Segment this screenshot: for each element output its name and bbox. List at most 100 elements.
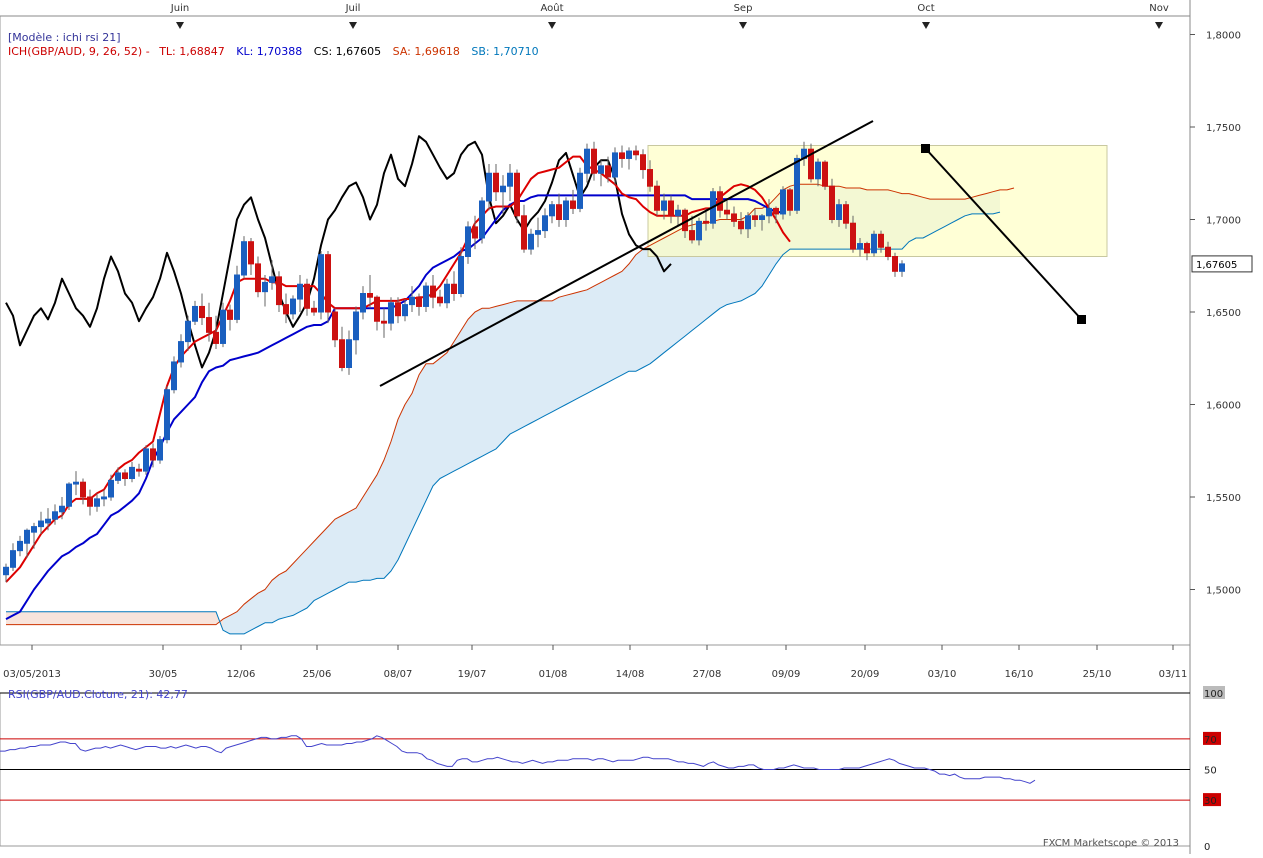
candle-up [185,320,191,343]
candle-up [171,361,177,391]
candle-up [38,520,44,528]
candle-up [115,472,121,481]
candle-down [556,204,562,220]
current-price-box [1191,255,1253,273]
kijun-value: KL: 1,70388 [236,45,303,58]
candle-up [598,165,604,174]
candle-up [108,479,114,498]
cloud-segment [55,611,62,625]
month-marker-icon [922,22,930,29]
cloud-segment [167,611,174,625]
cloud-segment [489,306,496,453]
ichimoku-prefix: ICH(GBP/AUD, 9, 26, 52) - [8,45,150,58]
date-label: 30/05 [149,669,178,680]
price-label: 1,6500 [1206,308,1241,319]
cloud-segment [139,611,146,625]
cloud-segment [20,611,27,625]
candle-down [87,496,93,507]
candle-down [472,226,478,239]
candle-up [192,305,198,322]
candle-up [353,311,359,341]
trend-handle-start [921,144,930,153]
cloud-segment [160,611,167,625]
cloud-segment [517,300,524,431]
candle-up [3,566,9,576]
candle-down [339,339,345,368]
cloud-segment [314,534,321,601]
candle-up [157,439,163,461]
rsi-tick: 0 [1204,842,1210,853]
candle-down [136,468,142,472]
candle-up [444,283,450,304]
cloud-segment [125,611,132,625]
candle-up [409,296,415,306]
cloud-segment [181,611,188,625]
cloud-segment [503,302,510,442]
cloud-segment [566,293,573,405]
cloud-segment [48,611,55,625]
cloud-segment [195,611,202,625]
date-label: 03/10 [928,669,957,680]
candle-down [808,148,814,180]
candle-up [815,161,821,180]
candle-up [612,152,618,178]
candle-up [269,276,275,283]
candle-down [829,185,835,220]
cloud-segment [622,263,629,375]
candle-up [626,150,632,159]
candle-up [675,209,681,217]
candle-up [143,448,149,472]
cloud-segment [265,580,272,623]
candle-up [458,256,464,294]
rsi-tick: 100 [1203,686,1225,700]
rsi-level-badge [1203,686,1225,699]
candle-up [178,341,184,363]
cloud-segment [300,548,307,612]
rsi-level-badge [1203,793,1221,807]
cloud-segment [433,358,440,486]
candle-down [619,152,625,159]
cloud-segment [349,508,356,583]
candle-up [318,254,324,313]
candle-up [766,207,772,217]
month-marker-icon [739,22,747,29]
candle-up [297,283,303,300]
candle-down [304,283,310,309]
date-label: 01/08 [539,669,568,680]
candle-up [507,172,513,187]
candle-down [213,331,219,344]
candle-down [493,172,499,193]
candle-down [878,233,884,248]
candle-up [45,518,51,524]
month-label: Août [540,2,563,14]
cloud-segment [279,571,286,620]
cloud-segment [286,563,293,618]
candle-down [738,220,744,230]
candle-up [52,511,58,520]
cloud-segment [307,541,314,608]
candle-up [262,281,268,293]
candle-up [857,243,863,250]
cloud-segment [209,611,216,625]
cloud-segment [356,497,363,583]
date-label: 03/05/2013 [3,669,61,680]
chikou-value: CS: 1,67605 [313,45,382,58]
candle-up [577,172,583,209]
cloud-segment [419,363,426,516]
candle-up [486,172,492,202]
rsi-label: RSI(GBP/AUD.Cloture, 21): 42,77 [8,688,188,701]
cloud-segment [636,249,643,372]
cloud-segment [34,611,41,625]
cloud-segment [237,604,244,634]
cloud-segment [90,611,97,625]
candle-down [521,215,527,250]
candle-up [241,241,247,276]
cloud-segment [391,419,398,571]
rsi-tick-label: 70 [1204,735,1217,746]
date-label: 25/06 [303,669,332,680]
cloud-segment [587,286,594,394]
candle-down [850,222,856,250]
cloud-segment [664,234,671,353]
price-label: 1,5500 [1206,493,1241,504]
candle-up [696,220,702,241]
